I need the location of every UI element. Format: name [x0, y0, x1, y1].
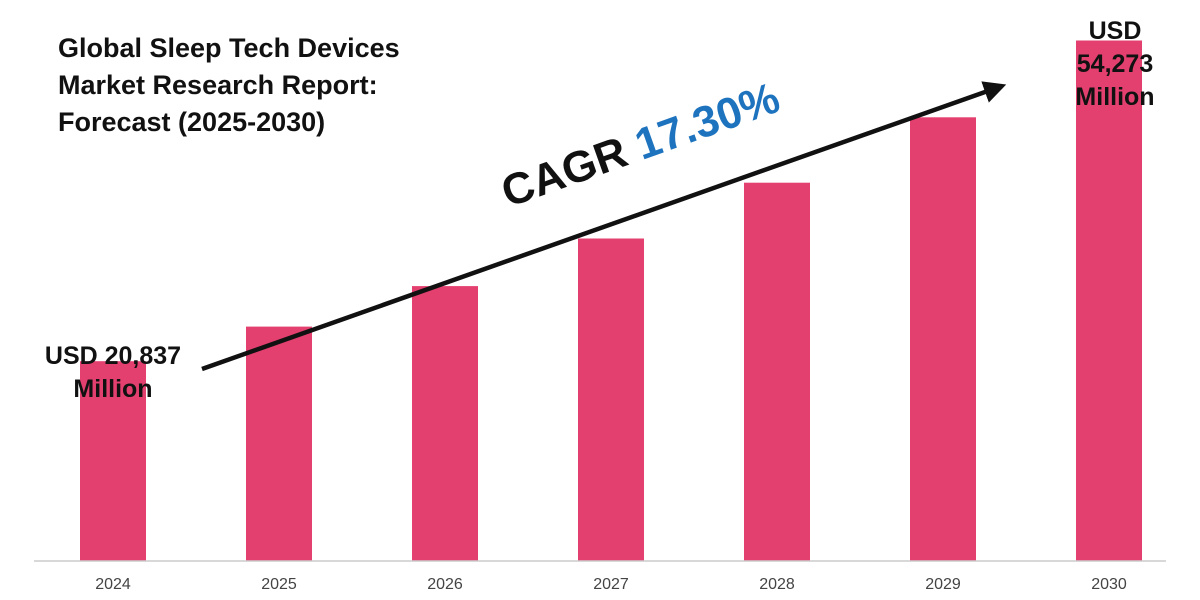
title-line-3: Forecast (2025-2030) — [58, 107, 326, 137]
end-value-line-1: USD — [1088, 17, 1142, 45]
bars-group — [80, 40, 1142, 562]
x-tick-label-2024: 2024 — [95, 576, 131, 593]
title-line-2: Market Research Report: — [58, 70, 378, 100]
x-tick-label-2026: 2026 — [427, 576, 463, 593]
growth-arrow — [201, 81, 1007, 372]
title-line-1: Global Sleep Tech Devices — [58, 33, 400, 63]
end-value-line-2: 54,273 — [1076, 50, 1154, 78]
bar-2029 — [910, 117, 976, 562]
bar-2026 — [412, 286, 478, 561]
start-value-line-2: Million — [73, 375, 153, 403]
x-tick-label-2025: 2025 — [261, 576, 297, 593]
bar-2028 — [744, 182, 810, 561]
start-value-label: USD 20,837 Million — [18, 340, 208, 406]
end-value-line-3: Million — [1075, 83, 1155, 111]
start-value-line-1: USD 20,837 — [44, 342, 182, 370]
x-tick-label-2029: 2029 — [925, 576, 961, 593]
bar-2024 — [80, 361, 146, 561]
bar-2027 — [578, 238, 644, 561]
bar-2025 — [246, 326, 312, 561]
end-value-label: USD 54,273 Million — [1040, 15, 1190, 114]
x-tick-labels: 2024 2025 2026 2027 2028 2029 2030 — [95, 576, 1127, 593]
bar-2030 — [1076, 40, 1142, 561]
chart-title: Global Sleep Tech Devices Market Researc… — [58, 30, 528, 141]
x-tick-label-2030: 2030 — [1091, 576, 1127, 593]
x-tick-label-2027: 2027 — [593, 576, 629, 593]
x-tick-label-2028: 2028 — [759, 576, 795, 593]
